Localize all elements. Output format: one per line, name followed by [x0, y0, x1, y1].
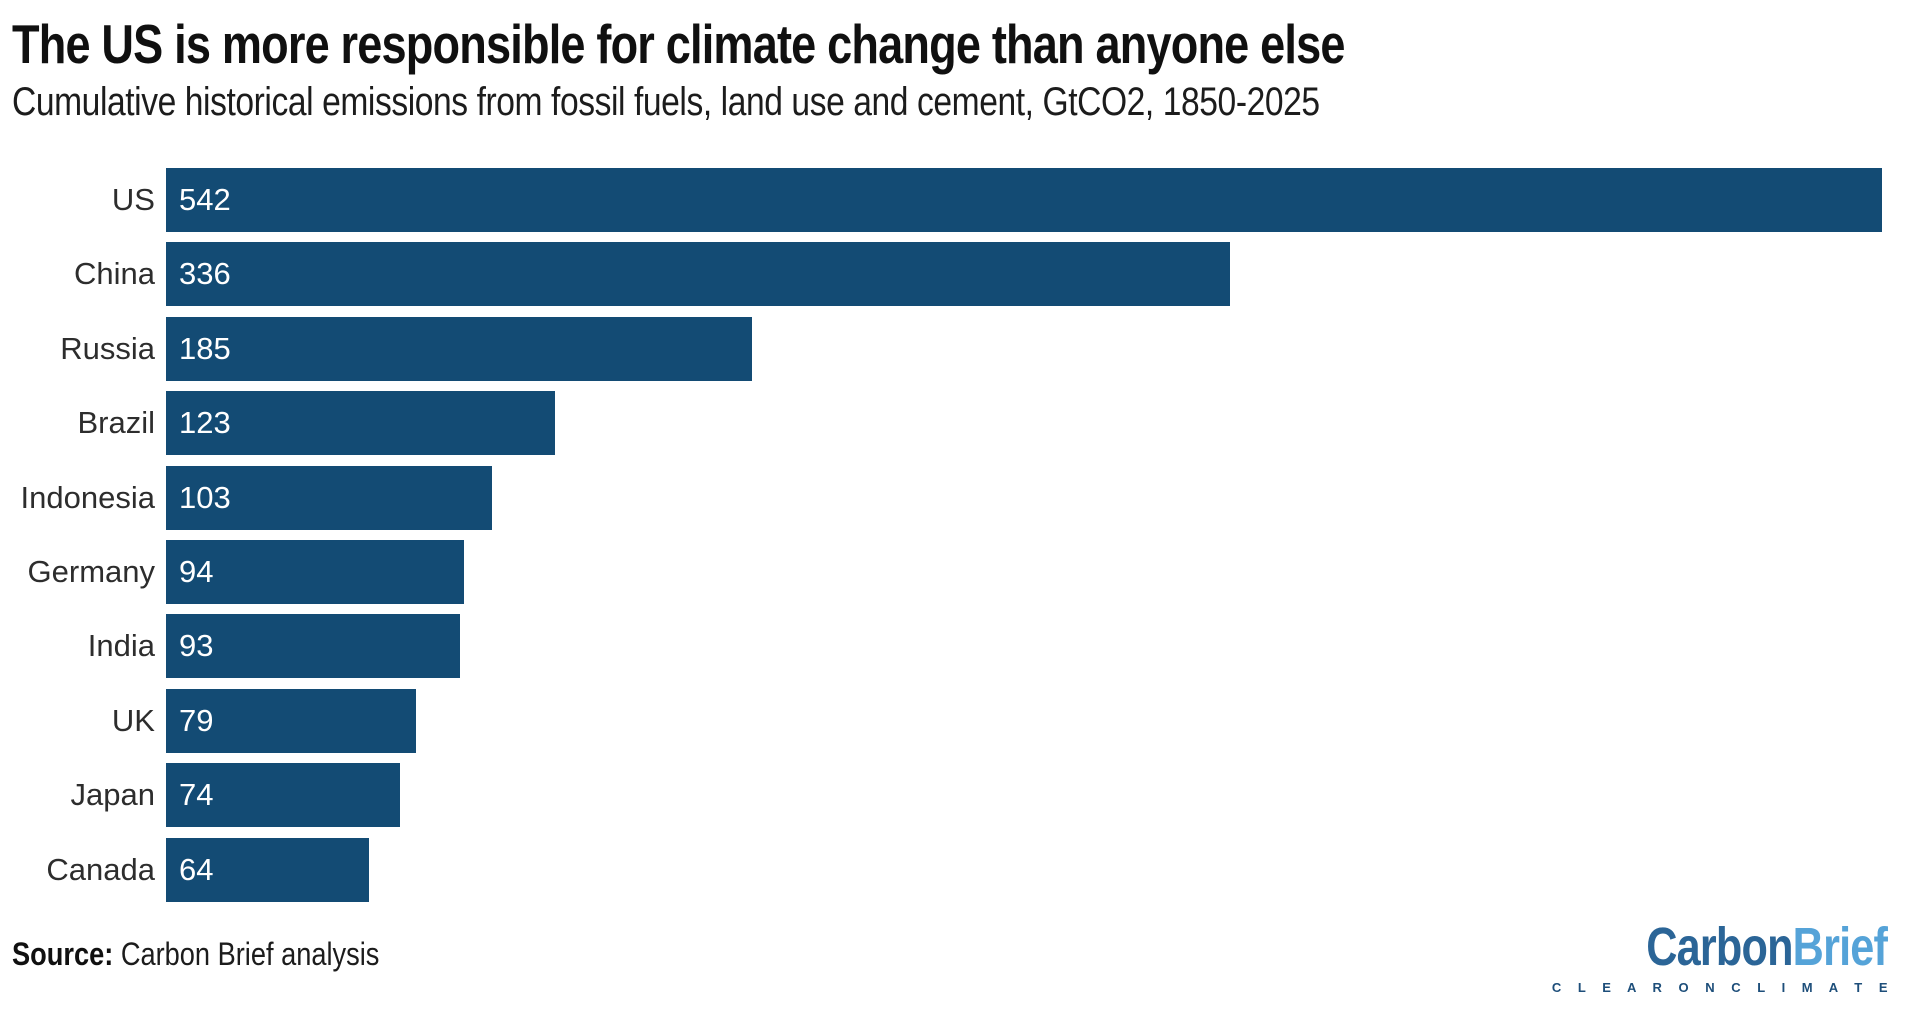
chart-subtitle: Cumulative historical emissions from fos…	[12, 80, 1320, 124]
bar: 79	[166, 688, 416, 753]
category-label: Russia	[60, 330, 155, 366]
source-line: Source: Carbon Brief analysis	[12, 936, 379, 973]
bar-value-label: 79	[179, 702, 214, 738]
category-label: Germany	[27, 553, 155, 589]
bar-row-japan: Japan 74	[0, 763, 1882, 828]
bar-value-label: 94	[179, 553, 214, 589]
category-label: UK	[111, 702, 155, 738]
bar-value-label: 185	[179, 330, 231, 366]
bar-row-canada: Canada 64	[0, 837, 1882, 902]
logo-word-brief: Brief	[1792, 917, 1888, 977]
bar-row-india: India 93	[0, 614, 1882, 679]
bar-chart: US 542 China 336 Russia 185 Brazil 123 Indonesia…	[0, 168, 1882, 912]
category-label: China	[74, 256, 155, 292]
bar-value-label: 93	[179, 628, 214, 664]
bar: 94	[166, 539, 464, 604]
bar-value-label: 103	[179, 479, 231, 515]
category-label: Japan	[70, 777, 155, 813]
bar-row-indonesia: Indonesia 103	[0, 465, 1882, 530]
bar: 123	[166, 391, 555, 456]
bar: 103	[166, 465, 492, 530]
bar-row-russia: Russia 185	[0, 316, 1882, 381]
bar: 64	[166, 837, 369, 902]
logo-word-carbon: Carbon	[1646, 917, 1793, 977]
category-label: Canada	[46, 851, 155, 887]
category-label: US	[111, 182, 155, 217]
chart-title: The US is more responsible for climate c…	[12, 13, 1345, 75]
source-label: Source:	[12, 936, 114, 972]
bar: 542	[166, 168, 1882, 232]
category-label: Indonesia	[20, 479, 155, 515]
carbonbrief-logo-text: CarbonBrief	[1619, 917, 1888, 977]
bar-row-brazil: Brazil 123	[0, 391, 1882, 456]
logo-tagline: C L E A R O N C L I M A T E	[1551, 980, 1894, 995]
bar: 185	[166, 316, 752, 381]
bar-row-us: US 542	[0, 168, 1882, 232]
bar: 74	[166, 763, 400, 828]
bar-row-china: China 336	[0, 242, 1882, 307]
category-label: Brazil	[77, 405, 155, 441]
bar-row-germany: Germany 94	[0, 539, 1882, 604]
bar-value-label: 336	[179, 256, 231, 292]
bar-value-label: 74	[179, 777, 214, 813]
bar-value-label: 123	[179, 405, 231, 441]
bar-value-label: 542	[179, 182, 231, 217]
source-text: Carbon Brief analysis	[113, 936, 380, 972]
carbonbrief-logo: CarbonBrief C L E A R O N C L I M A T E	[1552, 917, 1888, 995]
bar-row-uk: UK 79	[0, 688, 1882, 753]
category-label: India	[87, 628, 155, 664]
bar-value-label: 64	[179, 851, 214, 887]
bar: 93	[166, 614, 460, 679]
bar: 336	[166, 242, 1230, 307]
